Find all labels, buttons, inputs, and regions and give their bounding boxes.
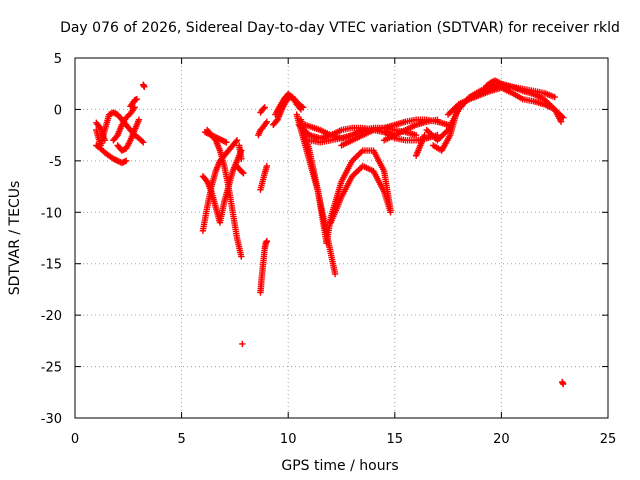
x-tick-label: 5 (177, 432, 185, 447)
data-point (122, 157, 130, 165)
data-point (558, 113, 566, 120)
data-point (101, 137, 109, 144)
y-tick-label: -15 (41, 258, 62, 273)
data-point (238, 253, 245, 260)
y-tick-label: -30 (41, 412, 62, 427)
x-tick-label: 20 (493, 432, 510, 447)
y-tick-label: -20 (41, 309, 62, 324)
chart-title: Day 076 of 2026, Sidereal Day-to-day VTE… (60, 20, 620, 36)
data-point (298, 103, 305, 110)
y-tick-label: 5 (54, 52, 62, 67)
data-point (560, 380, 567, 388)
data-point (135, 116, 143, 123)
data-point (232, 138, 240, 145)
axis-ticks (74, 57, 609, 419)
y-tick-label: -10 (41, 206, 62, 221)
data-point (233, 137, 241, 144)
y-tick-label: -25 (41, 361, 62, 376)
x-tick-label: 15 (387, 432, 404, 447)
data-point (239, 168, 246, 176)
data-point (140, 139, 147, 146)
data-point (551, 93, 558, 101)
x-tick-label: 10 (280, 432, 297, 447)
plot-frame (74, 57, 609, 419)
data-point (560, 114, 567, 121)
data-point (421, 131, 428, 139)
data-point (223, 139, 230, 146)
data-point (504, 85, 511, 93)
y-tick-label: 0 (54, 103, 62, 118)
y-tick-labels: -30 -25 -20 -15 -10 -5 0 5 (41, 52, 62, 427)
data-point (141, 83, 148, 90)
grid (75, 58, 608, 418)
data-point (138, 137, 146, 145)
data-point (239, 340, 246, 348)
data-point (240, 170, 247, 177)
data-point (263, 237, 271, 245)
x-tick-label: 0 (71, 432, 79, 447)
data-point (133, 95, 141, 103)
data-point (260, 105, 267, 112)
x-tick-label: 25 (600, 432, 617, 447)
data-point (557, 118, 565, 125)
data-point (238, 155, 245, 162)
x-tick-labels: 0 5 10 15 20 25 (71, 432, 616, 447)
data-point (263, 118, 271, 125)
data-point (261, 104, 268, 111)
data-points (93, 77, 567, 388)
y-tick-label: -5 (49, 155, 62, 170)
y-axis-label: SDTVAR / TECUs (7, 181, 23, 296)
data-point (299, 104, 307, 111)
x-axis-label: GPS time / hours (281, 458, 398, 474)
data-point (387, 209, 394, 216)
data-point (503, 84, 510, 92)
data-point (331, 270, 339, 278)
data-point (263, 162, 271, 170)
